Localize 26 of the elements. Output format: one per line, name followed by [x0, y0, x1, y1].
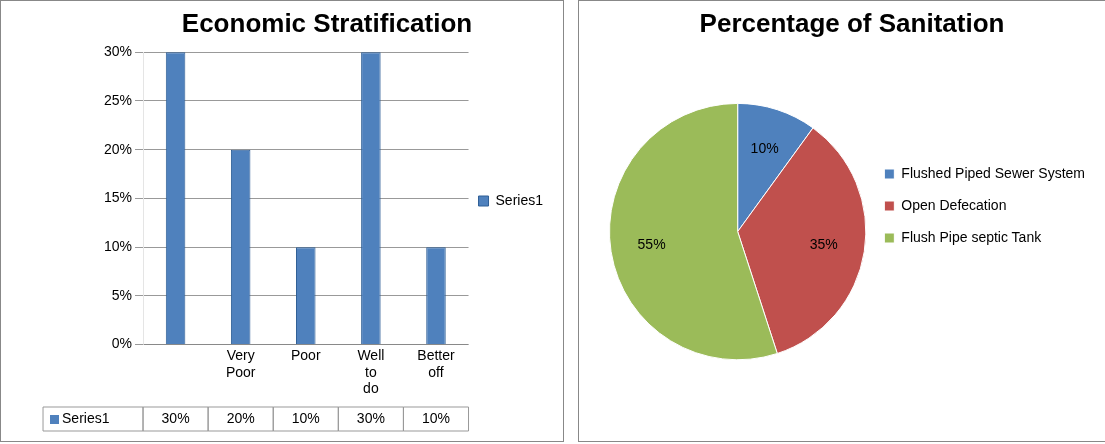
data-label: 10% [421, 409, 450, 426]
legend-label: Flushed Piped Sewer System [901, 164, 1085, 181]
data-label: 20% [226, 409, 255, 426]
legend-label: Open Defecation [901, 196, 1007, 213]
x-tick-label: Well to do [357, 346, 385, 397]
text: Series1 [62, 409, 110, 426]
x-tick-label: Better off [417, 346, 455, 380]
y-tick-label: 25% [103, 91, 133, 108]
y-tick-label: 0% [111, 335, 133, 352]
data-label: 10% [750, 139, 779, 156]
chart-title: Economic Stratification [181, 7, 473, 38]
legend-label: Flush Pipe septic Tank [901, 228, 1043, 245]
y-tick-label: 15% [103, 189, 133, 206]
data-label: 55% [637, 236, 666, 253]
legend-label: Series1 [495, 191, 544, 208]
y-tick-label: 10% [103, 237, 133, 254]
y-tick-label: 30% [103, 43, 133, 60]
chart-title: Percentage of Sanitation [699, 7, 1005, 38]
x-tick-label: Very Poor [225, 346, 256, 380]
x-tick-label: Poor [290, 346, 321, 363]
data-label: 30% [356, 409, 385, 426]
data-label: 10% [291, 409, 320, 426]
data-label: 35% [809, 236, 838, 253]
y-tick-label: 5% [111, 286, 133, 303]
y-tick-label: 20% [103, 140, 133, 157]
data-label: 30% [161, 409, 190, 426]
